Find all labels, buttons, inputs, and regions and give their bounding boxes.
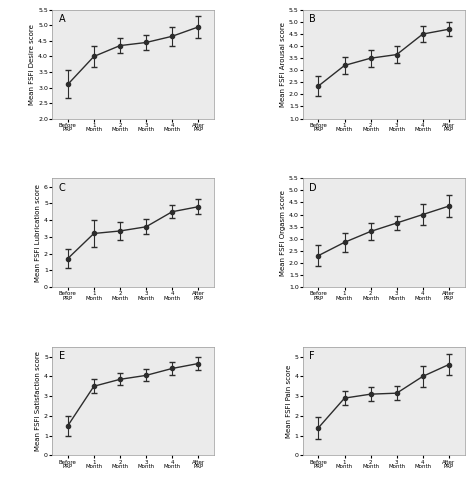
Y-axis label: Mean FSFI Lubrication score: Mean FSFI Lubrication score [35,184,41,282]
Y-axis label: Mean FSFI Orgasm score: Mean FSFI Orgasm score [280,190,286,276]
Text: B: B [309,14,316,24]
Y-axis label: Mean FSFI Satisfaction score: Mean FSFI Satisfaction score [35,351,41,451]
Y-axis label: Mean FSFI Desire score: Mean FSFI Desire score [29,24,36,104]
Text: A: A [59,14,65,24]
Text: C: C [59,183,65,193]
Y-axis label: Mean FSFI Arousal score: Mean FSFI Arousal score [280,22,286,106]
Y-axis label: Mean FSFI Pain score: Mean FSFI Pain score [286,364,292,438]
Text: F: F [309,351,315,361]
Text: D: D [309,183,317,193]
Text: E: E [59,351,65,361]
